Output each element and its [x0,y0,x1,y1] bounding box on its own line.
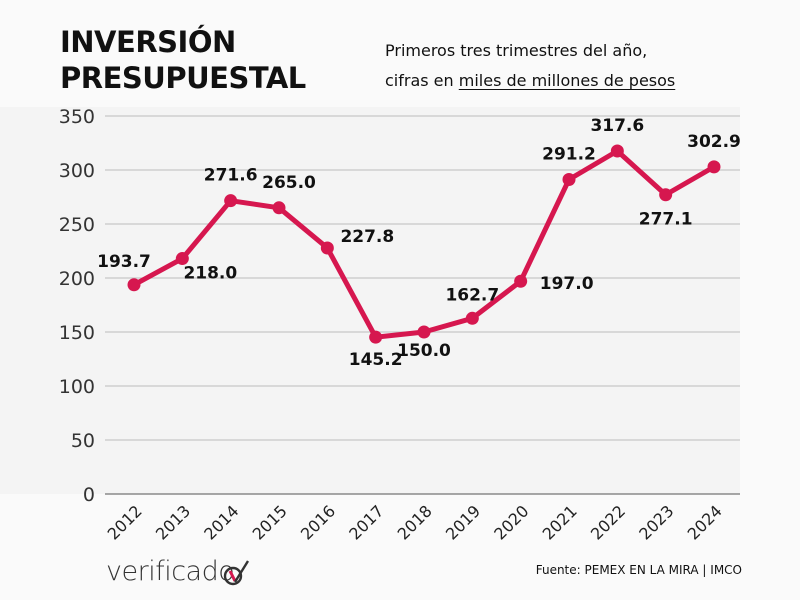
y-tick-label: 200 [59,268,95,290]
data-label: 271.6 [204,166,258,186]
x-tick-label: 2015 [249,501,291,543]
y-tick-label: 150 [59,322,95,344]
data-point [610,144,624,158]
data-point [175,252,189,266]
x-tick-label: 2017 [345,501,387,543]
data-point [417,325,431,339]
units-label: miles de millones de pesos [458,71,676,90]
x-tick-label: 2019 [442,501,484,543]
data-label: 145.2 [349,350,403,370]
data-point [465,311,479,325]
title-line-2: PRESUPUESTAL [60,61,306,95]
subtitle-line-1: Primeros tres trimestres del año, [385,41,648,60]
x-tick-label: 2013 [152,501,194,543]
y-axis-labels: 0 50 100 150 200 250 300 350 [59,106,95,506]
y-tick-label: 350 [59,106,95,128]
data-label: 277.1 [639,210,693,230]
data-label: 193.7 [97,252,151,272]
subtitle-prefix: cifras en [385,71,459,90]
data-label: 197.0 [540,274,594,294]
y-tick-label: 250 [59,214,95,236]
data-label: 162.7 [445,285,499,305]
data-point [707,160,721,174]
logo-text: verificado [106,556,235,587]
checkmark-icon [223,560,250,586]
chart-panel [0,107,740,494]
x-tick-label: 2016 [297,501,339,543]
title-line-1: INVERSIÓN [60,25,236,59]
data-point [272,201,286,215]
data-point [514,274,528,288]
y-tick-label: 300 [59,160,95,182]
data-points [127,144,721,344]
y-tick-label: 0 [83,484,95,506]
data-label: 218.0 [183,264,237,284]
source-note: Fuente: PEMEX EN LA MIRA | IMCO [535,563,742,577]
verificado-logo: verificado [106,556,235,587]
data-label: 291.2 [542,145,596,165]
x-tick-label: 2012 [104,501,146,543]
y-tick-label: 100 [59,376,95,398]
x-tick-label: 2021 [539,501,581,543]
data-label: 227.8 [340,227,394,247]
subtitle-line-2: cifras en miles de millones de pesos [385,66,675,96]
data-point [369,330,383,344]
x-tick-label: 2014 [200,501,242,543]
data-label: 265.0 [262,173,316,193]
y-tick-label: 50 [71,430,95,452]
x-tick-label: 2024 [684,501,726,543]
data-point [320,241,334,255]
chart-title: INVERSIÓN PRESUPUESTAL [60,24,306,96]
x-tick-label: 2022 [587,501,629,543]
chart-subtitle: Primeros tres trimestres del año, cifras… [385,36,675,96]
data-point [562,173,576,187]
x-tick-label: 2023 [635,501,677,543]
data-point [659,188,673,202]
data-label: 150.0 [397,341,451,361]
data-label: 317.6 [590,116,644,136]
data-label: 302.9 [687,132,741,152]
data-point [127,278,141,292]
data-point [224,194,238,208]
x-tick-label: 2020 [490,501,532,543]
x-tick-label: 2018 [394,501,436,543]
x-axis-labels: 2012 2013 2014 2015 2016 2017 2018 2019 2020 2021… [104,501,726,543]
